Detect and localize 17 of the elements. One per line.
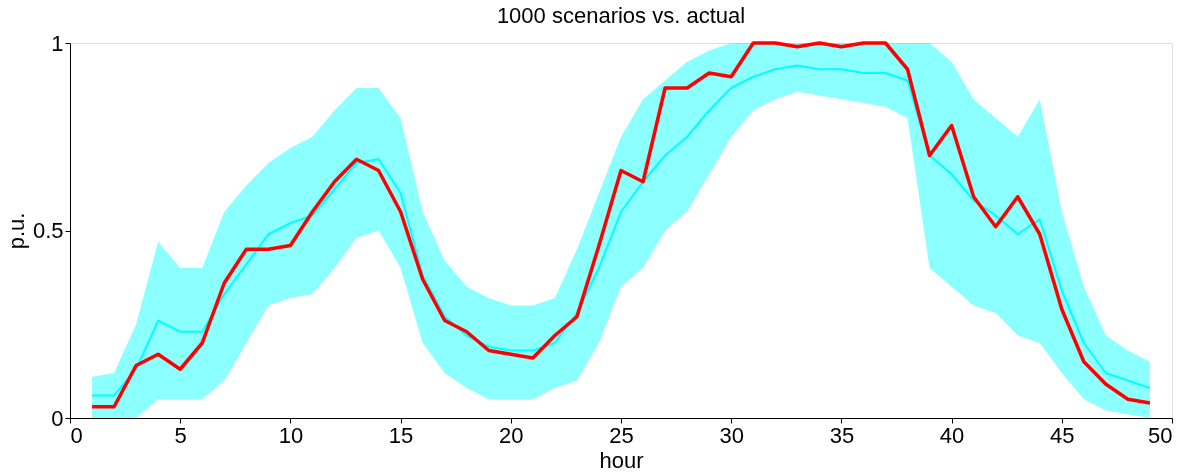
y-tick-label: 0: [51, 405, 64, 431]
x-axis-title: hour: [599, 447, 644, 473]
x-tick-label: 10: [278, 422, 304, 448]
x-tick-label: 25: [609, 422, 634, 448]
y-tick-label: 1: [51, 30, 64, 56]
y-axis-title: p.u.: [3, 212, 29, 250]
x-tick-label: 5: [174, 422, 187, 448]
x-tick-label: 15: [388, 422, 414, 448]
y-tick-label: 0.5: [32, 218, 64, 243]
x-tick-label: 35: [829, 422, 855, 448]
chart-title: 1000 scenarios vs. actual: [496, 3, 746, 28]
x-tick-label: 20: [499, 422, 524, 448]
x-tick-label: 50: [1148, 422, 1173, 448]
x-tick-label: 40: [939, 422, 965, 448]
x-tick-label: 30: [719, 422, 744, 448]
x-tick-label: 0: [70, 422, 83, 448]
x-tick-label: 45: [1050, 422, 1075, 448]
